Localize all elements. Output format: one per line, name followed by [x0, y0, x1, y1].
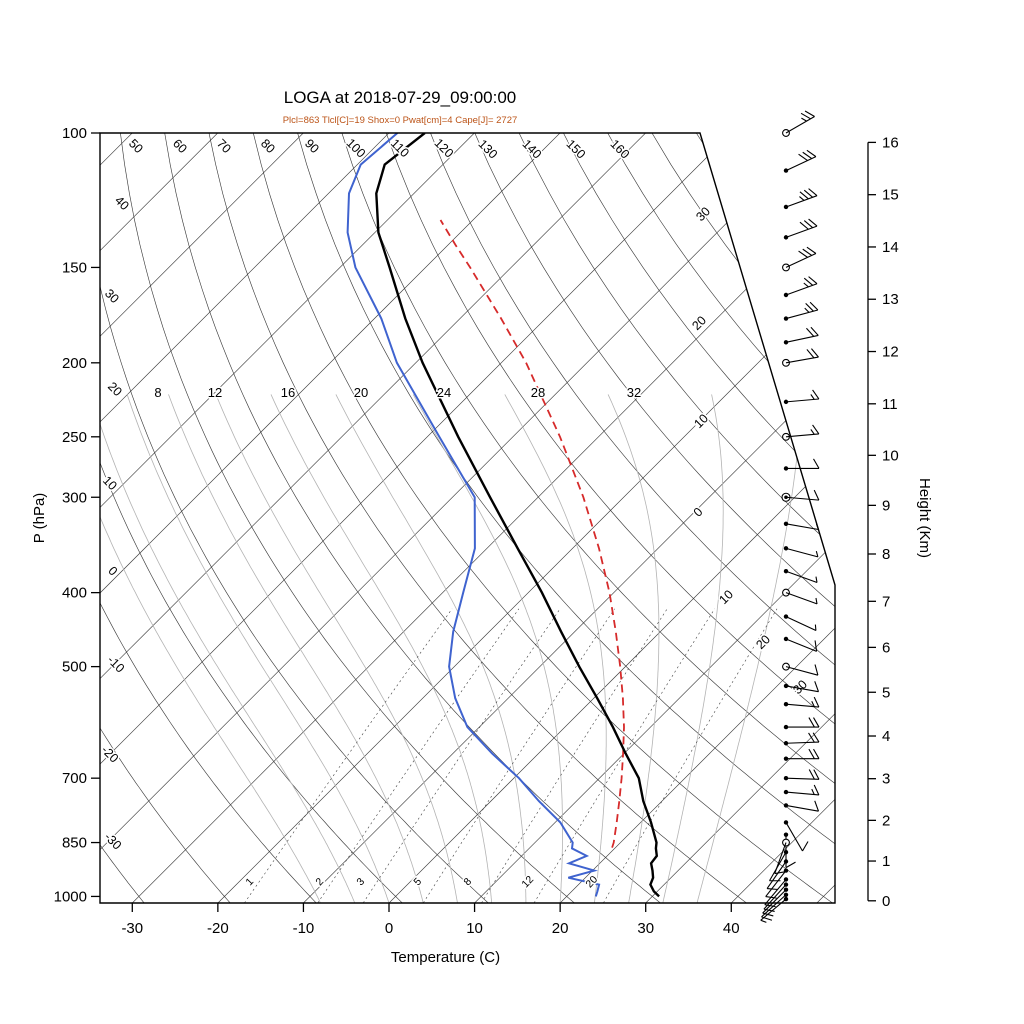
svg-text:850: 850: [62, 835, 87, 852]
moist-adiabats-group: [100, 394, 803, 903]
svg-text:10: 10: [882, 447, 899, 464]
svg-text:8: 8: [461, 876, 474, 889]
svg-text:130: 130: [476, 137, 501, 162]
svg-text:0: 0: [385, 920, 393, 937]
svg-text:30: 30: [102, 286, 122, 306]
svg-text:14: 14: [882, 239, 899, 256]
svg-text:32: 32: [627, 385, 641, 400]
plot-area: [100, 133, 835, 903]
svg-text:28: 28: [531, 385, 545, 400]
svg-text:-30: -30: [101, 830, 124, 853]
dewpoint-curve: [346, 133, 601, 897]
svg-text:60: 60: [170, 136, 190, 156]
svg-text:50: 50: [126, 136, 146, 156]
plot-frame: [99, 132, 836, 904]
svg-text:150: 150: [62, 259, 87, 276]
svg-text:20: 20: [552, 920, 569, 937]
svg-text:20: 20: [105, 379, 125, 399]
svg-text:12: 12: [882, 344, 899, 361]
temperature-curve: [375, 133, 660, 898]
svg-text:-20: -20: [207, 920, 229, 937]
svg-text:0: 0: [882, 893, 890, 910]
svg-text:200: 200: [62, 355, 87, 372]
svg-text:11: 11: [882, 396, 898, 413]
svg-text:5: 5: [411, 876, 424, 889]
svg-text:8: 8: [882, 546, 890, 563]
svg-text:-30: -30: [121, 920, 143, 937]
svg-text:700: 700: [62, 770, 87, 787]
svg-text:10: 10: [691, 411, 711, 431]
svg-text:120: 120: [432, 136, 457, 161]
svg-text:3: 3: [882, 771, 890, 788]
svg-text:9: 9: [882, 497, 890, 514]
svg-text:2: 2: [882, 812, 890, 829]
svg-text:90: 90: [302, 136, 322, 156]
temperature-axis: -30 -20 -10 0 10 20 30 40: [121, 903, 740, 937]
svg-text:30: 30: [693, 204, 713, 224]
svg-text:250: 250: [62, 429, 87, 446]
svg-text:160: 160: [608, 137, 633, 162]
parcel-curve: [439, 219, 625, 848]
svg-text:40: 40: [112, 193, 132, 213]
svg-text:300: 300: [62, 489, 87, 506]
svg-text:80: 80: [258, 136, 278, 156]
svg-text:1: 1: [882, 853, 890, 870]
svg-text:1000: 1000: [54, 888, 87, 905]
temperature-axis-label: Temperature (C): [391, 949, 500, 966]
svg-text:10: 10: [100, 473, 120, 493]
svg-text:100: 100: [344, 136, 369, 161]
svg-text:1: 1: [243, 876, 256, 889]
svg-text:140: 140: [520, 137, 545, 162]
pressure-axis-label: P (hPa): [31, 493, 48, 544]
pressure-axis: 100 150 200 250 300 400 500 700 850 1000: [54, 125, 100, 905]
svg-text:15: 15: [882, 187, 899, 204]
svg-text:-10: -10: [104, 653, 127, 676]
wind-barbs: [760, 110, 820, 923]
chart-title: LOGA at 2018-07-29_09:00:00: [283, 88, 517, 107]
svg-text:20: 20: [753, 632, 773, 652]
svg-text:10: 10: [466, 920, 483, 937]
svg-text:40: 40: [723, 920, 740, 937]
svg-text:16: 16: [882, 134, 899, 151]
height-axis-label: Height (Km): [916, 478, 933, 558]
svg-text:12: 12: [208, 385, 222, 400]
svg-text:-10: -10: [293, 920, 315, 937]
svg-text:4: 4: [882, 728, 890, 745]
moist-adiabat-labels: 8 12 16 20 24 28 32: [153, 384, 643, 402]
svg-text:0: 0: [105, 564, 120, 579]
svg-text:110: 110: [388, 136, 412, 160]
svg-text:7: 7: [882, 593, 890, 610]
svg-text:13: 13: [882, 291, 899, 308]
svg-text:6: 6: [882, 639, 890, 656]
svg-text:0: 0: [691, 505, 706, 520]
mixing-ratio-labels: 1 2 3 5 8 12 20: [242, 872, 602, 892]
svg-text:20: 20: [354, 385, 368, 400]
dry-adiabats-group: [100, 133, 835, 903]
svg-text:3: 3: [354, 876, 367, 889]
svg-text:24: 24: [437, 385, 451, 400]
mixing-ratio-group: [244, 608, 778, 903]
svg-text:16: 16: [281, 385, 295, 400]
isotherms-group: [100, 133, 835, 903]
svg-text:12: 12: [519, 873, 536, 890]
svg-text:30: 30: [637, 920, 654, 937]
svg-text:70: 70: [214, 136, 234, 156]
svg-text:100: 100: [62, 125, 87, 142]
svg-text:20: 20: [689, 313, 709, 333]
svg-text:5: 5: [882, 684, 890, 701]
svg-text:8: 8: [154, 385, 161, 400]
svg-text:400: 400: [62, 585, 87, 602]
chart-subtitle: Plcl=863 Tlcl[C]=19 Shox=0 Pwat[cm]=4 Ca…: [282, 115, 518, 126]
svg-text:500: 500: [62, 659, 87, 676]
